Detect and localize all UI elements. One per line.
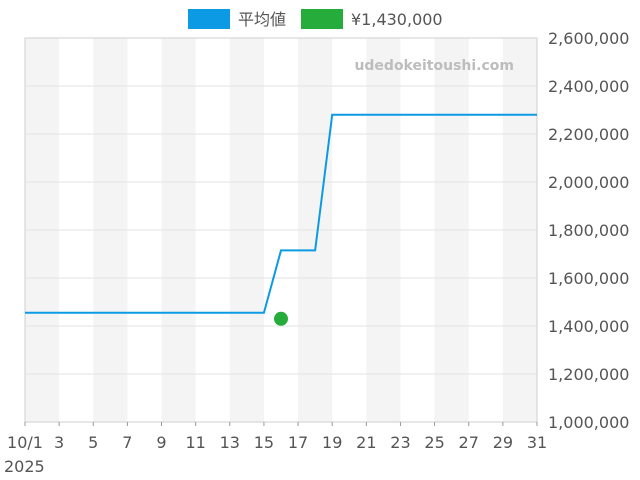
legend: 平均値 ¥1,430,000 [188,9,443,29]
x-tick-label: 11 [185,433,205,452]
y-tick-label: 1,400,000 [548,317,629,336]
x-tick-label: 31 [527,433,547,452]
y-tick-label: 1,200,000 [548,365,629,384]
x-tick-label: 21 [356,433,376,452]
y-tick-label: 1,000,000 [548,413,629,432]
x-axis-ticks: 10/1 3 5 7 9 11 13 15 17 19 21 23 25 27 29 31 [7,422,547,452]
x-tick-label: 23 [390,433,410,452]
watermark-text: udedokeitoushi.com [354,58,514,74]
x-tick-label: 3 [54,433,64,452]
legend-swatch-price [301,9,343,29]
x-tick-label: 5 [88,433,98,452]
y-tick-label: 2,400,000 [548,77,629,96]
x-tick-label: 29 [493,433,513,452]
series-layer [25,113,537,326]
average-price-line [25,113,537,314]
plot-border [24,37,538,423]
y-tick-label: 2,200,000 [548,125,629,144]
x-tick-label: 27 [459,433,479,452]
y-tick-label: 2,000,000 [548,173,629,192]
x-axis-year-label: 2025 [4,457,45,476]
y-tick-label: 2,600,000 [548,29,629,48]
x-tick-label: 17 [288,433,308,452]
x-tick-label: 15 [254,433,274,452]
x-tick-label: 13 [220,433,240,452]
y-axis-ticks: 1,000,000 1,200,000 1,400,000 1,600,000 1,80… [548,29,629,432]
legend-label-price: ¥1,430,000 [351,10,443,29]
price-point [274,311,288,326]
x-tick-label: 9 [156,433,166,452]
x-tick-label: 7 [122,433,132,452]
y-tick-label: 1,800,000 [548,221,629,240]
x-tick-label: 25 [424,433,444,452]
y-tick-label: 1,600,000 [548,269,629,288]
x-tick-label: 10/1 [7,433,43,452]
legend-swatch-average [188,9,230,29]
legend-label-average: 平均値 [238,10,286,29]
x-tick-label: 19 [322,433,342,452]
